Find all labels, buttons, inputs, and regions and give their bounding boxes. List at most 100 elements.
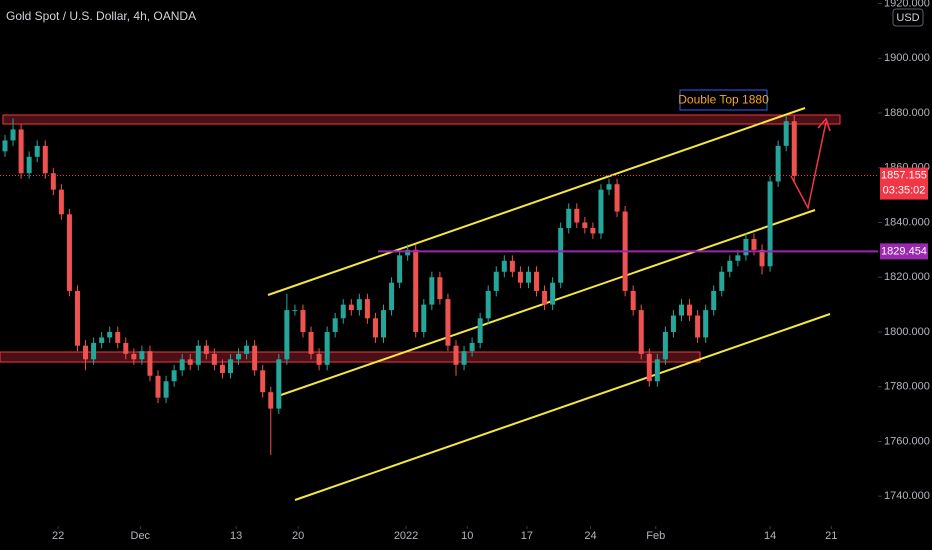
candle-body: [445, 299, 451, 346]
x-tick-label: 10: [461, 530, 473, 542]
candle-body: [66, 214, 72, 291]
x-tick-label: 22: [52, 530, 64, 542]
candle-body: [115, 331, 121, 343]
candle-body: [654, 359, 660, 382]
candle-body: [574, 208, 580, 223]
candle-body: [389, 282, 395, 311]
candle-body: [678, 304, 684, 316]
candle-body: [727, 260, 733, 272]
candle-body: [775, 145, 781, 182]
candle-body: [58, 189, 64, 215]
candle-body: [26, 156, 32, 174]
candle-body: [501, 260, 507, 272]
candle-body: [10, 129, 16, 141]
candle-body: [340, 304, 346, 319]
candle-body: [687, 304, 693, 316]
candle-body: [509, 260, 515, 272]
candle-body: [719, 271, 725, 291]
candle-body: [405, 249, 411, 256]
candle-body: [244, 345, 250, 354]
candle-body: [469, 342, 475, 352]
candle-body: [534, 271, 540, 291]
candle-body: [743, 238, 749, 256]
arrow-head: [817, 117, 831, 132]
candle-body: [759, 249, 765, 267]
candle-body: [598, 189, 604, 234]
candle-body: [791, 121, 797, 176]
candle-body: [211, 353, 217, 365]
candle-body: [614, 184, 620, 212]
candle-body: [662, 331, 668, 360]
y-tick-label: 1900.000: [884, 52, 930, 64]
candle-body: [646, 353, 652, 382]
candle-body: [227, 359, 233, 374]
overlay: Double Top 1880 Gold Spot / U.S. Dollar,…: [0, 9, 878, 253]
candle-body: [91, 342, 97, 360]
candle-body: [131, 353, 137, 360]
resistance-zone: [2, 114, 841, 125]
candle-body: [381, 310, 387, 338]
countdown: 03:35:02: [883, 184, 926, 196]
y-tick-label: 1820.000: [884, 271, 930, 283]
candle-body: [99, 337, 105, 343]
candle-body: [582, 222, 588, 228]
candle-body: [525, 271, 531, 283]
price-label: 1857.155: [881, 169, 927, 181]
candle-body: [364, 299, 370, 319]
candle-body: [83, 345, 89, 360]
candle-body: [421, 304, 427, 332]
x-tick-label: 20: [292, 530, 304, 542]
candle-body: [187, 359, 193, 365]
x-tick-label: Feb: [646, 530, 665, 542]
candle-body: [630, 290, 636, 311]
projection-arrow: [790, 121, 827, 211]
candle-body: [703, 310, 709, 338]
candle-body: [300, 310, 306, 332]
candle-body: [155, 375, 161, 398]
candle-body: [638, 310, 644, 354]
candle-body: [348, 304, 354, 311]
candle-body: [252, 345, 258, 371]
x-tick-label: 17: [521, 530, 533, 542]
candle-body: [107, 331, 113, 338]
candle-body: [324, 331, 330, 365]
candle-body: [590, 227, 596, 234]
candle-body: [236, 353, 242, 360]
candle-body: [429, 277, 435, 305]
price-label-box: [880, 167, 928, 200]
candle-body: [767, 181, 773, 267]
y-tick-label: 1840.000: [884, 216, 930, 228]
y-tick-label: 1740.000: [884, 490, 930, 502]
candle-body: [179, 359, 185, 371]
y-tick-label: 1880.000: [884, 107, 930, 119]
x-tick-label: 2022: [394, 530, 418, 542]
candle-body: [284, 310, 290, 360]
candle-body: [123, 342, 129, 354]
candle-body: [276, 359, 282, 409]
price-label-box: [880, 243, 928, 260]
candle-body: [2, 140, 8, 152]
candle-body: [268, 392, 274, 409]
candle-body: [413, 249, 419, 332]
y-tick-label: 1920.000: [884, 0, 930, 9]
candle-body: [203, 345, 209, 354]
currency: USD: [896, 12, 919, 24]
candle-body: [171, 370, 177, 382]
support-zone: [0, 351, 701, 363]
candle-body: [316, 353, 322, 365]
candle-body: [517, 271, 523, 283]
x-tick-label: Dec: [131, 530, 151, 542]
candle-body: [735, 255, 741, 261]
candle-body: [566, 208, 572, 228]
candles: [2, 115, 797, 456]
candle-body: [74, 290, 80, 346]
candle-body: [783, 121, 789, 146]
candle-body: [42, 145, 48, 174]
channel-line: [294, 313, 831, 501]
candle-body: [461, 351, 467, 365]
candle-body: [711, 290, 717, 311]
candle-body: [356, 299, 362, 311]
candle-body: [485, 290, 491, 319]
